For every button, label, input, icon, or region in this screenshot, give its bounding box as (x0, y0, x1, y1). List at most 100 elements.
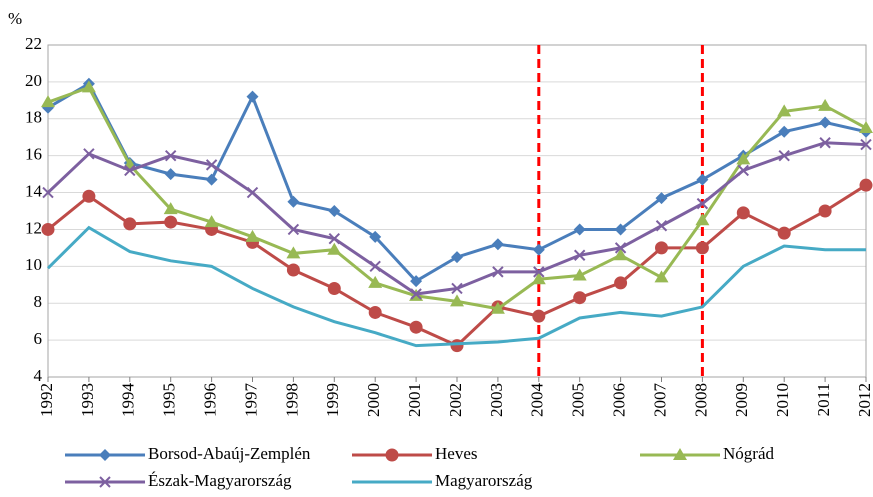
marker (164, 168, 177, 181)
marker (695, 213, 710, 226)
x-tick-label: 2009 (732, 383, 751, 417)
marker (451, 251, 463, 264)
x-tick-label: 1999 (323, 383, 342, 417)
marker (99, 476, 111, 488)
marker (859, 178, 873, 192)
marker (859, 121, 873, 133)
x-tick-label: 2001 (405, 383, 424, 417)
marker (491, 238, 504, 251)
x-tick-label: 2005 (569, 383, 588, 417)
y-tick-label: 16 (25, 145, 42, 164)
legend-entry: Heves (352, 444, 477, 463)
marker (490, 301, 505, 314)
x-tick-label: 2002 (446, 383, 465, 417)
marker (696, 197, 709, 210)
legend-label: Borsod-Abaúj-Zemplén (148, 444, 311, 463)
series-line (46, 225, 866, 348)
marker (737, 164, 750, 177)
y-tick-label: 12 (25, 218, 42, 237)
marker (614, 242, 627, 254)
marker (450, 339, 464, 353)
marker (83, 148, 95, 160)
marker (369, 230, 382, 243)
x-tick-label: 2003 (487, 383, 506, 417)
x-tick-label: 1995 (160, 383, 179, 417)
marker (777, 226, 791, 240)
x-tick-label: 1996 (201, 383, 220, 417)
marker (613, 248, 628, 261)
x-tick-label: 2006 (610, 383, 629, 417)
marker (614, 276, 628, 290)
marker (533, 266, 545, 278)
marker (327, 242, 342, 255)
marker (286, 246, 301, 259)
marker (451, 282, 463, 295)
marker (246, 186, 259, 199)
marker (42, 186, 54, 199)
marker (573, 291, 587, 305)
x-tick-label: 2007 (650, 383, 669, 418)
marker (164, 215, 178, 229)
marker (410, 275, 423, 288)
legend-entry: Nógrád (640, 444, 774, 463)
marker (696, 173, 709, 186)
legend-label: Magyarország (435, 471, 533, 490)
marker (286, 263, 300, 277)
marker (736, 152, 751, 165)
marker (99, 449, 111, 461)
marker (287, 223, 300, 236)
marker (778, 149, 790, 162)
marker (818, 98, 833, 111)
legend-label: Heves (435, 444, 477, 463)
y-tick-label: 4 (34, 366, 43, 385)
marker (328, 232, 341, 245)
y-tick-label: 18 (25, 108, 42, 127)
marker (327, 281, 341, 295)
x-tick-label: 2012 (855, 383, 873, 417)
marker (532, 309, 546, 323)
legend-entry: Borsod-Abaúj-Zemplén (65, 444, 311, 463)
legend-label: Észak-Magyarország (148, 471, 292, 490)
marker (655, 192, 668, 205)
marker (736, 206, 750, 220)
y-tick-label: 10 (25, 255, 42, 274)
marker (328, 205, 341, 217)
marker (123, 217, 137, 231)
x-tick-label: 1993 (78, 383, 97, 417)
marker (368, 305, 382, 319)
marker (492, 266, 504, 278)
marker (573, 223, 586, 236)
marker (860, 138, 872, 151)
marker (819, 116, 832, 129)
marker (818, 204, 832, 218)
marker (655, 241, 668, 255)
marker (204, 215, 219, 228)
marker (246, 90, 259, 103)
marker (450, 294, 464, 307)
x-tick-label: 2008 (691, 383, 710, 417)
marker (124, 164, 136, 177)
marker (614, 223, 627, 236)
marker (82, 189, 96, 203)
marker (777, 104, 792, 117)
marker (654, 270, 669, 283)
x-tick-label: 1992 (37, 383, 56, 417)
y-tick-label: 6 (34, 329, 43, 348)
x-tick-label: 1998 (282, 383, 301, 417)
marker (573, 249, 586, 261)
marker (655, 220, 668, 232)
marker (385, 448, 399, 462)
marker (572, 268, 587, 281)
x-tick-label: 2011 (814, 383, 833, 416)
x-tick-label: 1994 (119, 383, 138, 418)
marker (778, 125, 791, 138)
y-tick-label: 8 (34, 292, 43, 311)
legend-entry: Magyarország (352, 471, 533, 490)
marker (41, 222, 55, 236)
x-tick-label: 2000 (364, 383, 383, 417)
marker (695, 241, 709, 255)
marker (369, 260, 381, 273)
x-tick-label: 1997 (241, 383, 260, 418)
y-tick-label: 14 (25, 181, 43, 200)
